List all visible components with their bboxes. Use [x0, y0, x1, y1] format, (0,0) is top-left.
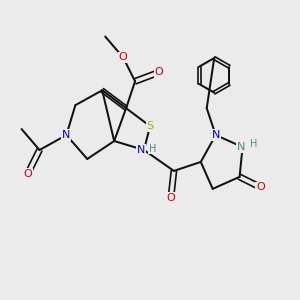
Text: N: N [62, 130, 70, 140]
Text: S: S [146, 121, 154, 131]
Text: O: O [154, 68, 163, 77]
Text: H: H [149, 143, 156, 154]
Text: O: O [23, 169, 32, 179]
Text: N: N [137, 145, 145, 155]
Text: O: O [167, 193, 175, 203]
Text: O: O [256, 182, 265, 192]
Text: N: N [237, 142, 245, 152]
Text: H: H [250, 139, 258, 149]
Text: O: O [119, 52, 128, 62]
Text: N: N [212, 130, 220, 140]
